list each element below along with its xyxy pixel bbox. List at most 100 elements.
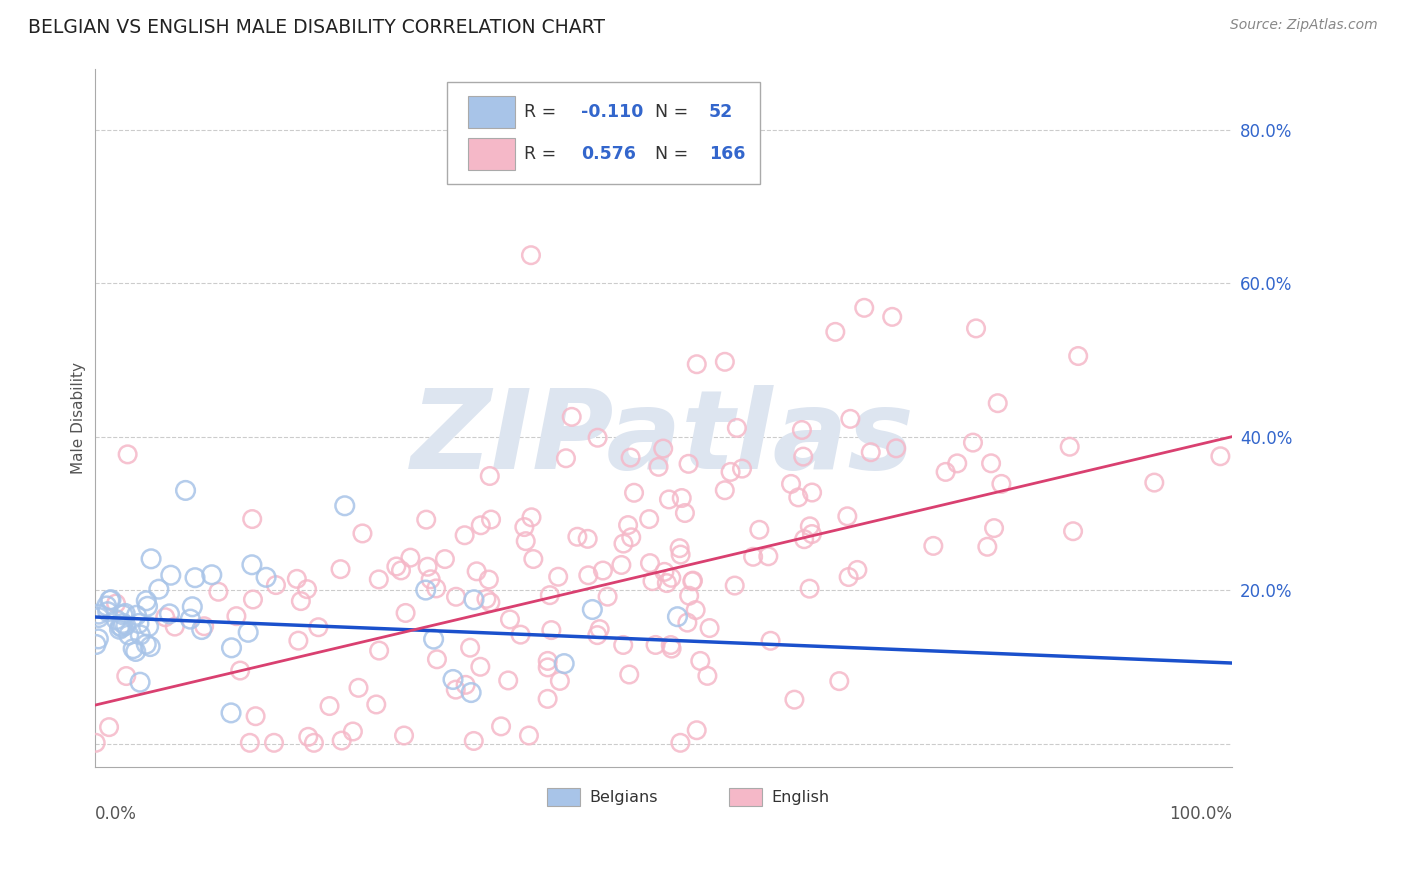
Point (644, 638, 666, 652)
Point (555, 451, 578, 466)
Point (302, 736, 325, 750)
Point (748, 523, 770, 537)
Point (201, 567, 224, 582)
Point (654, 565, 676, 579)
Point (537, 660, 560, 674)
Point (669, 548, 692, 562)
Point (114, 618, 136, 632)
Point (84, 638, 107, 652)
Point (641, 574, 664, 589)
Point (394, 606, 416, 620)
Point (479, 512, 502, 526)
Text: BELGIAN VS ENGLISH MALE DISABILITY CORRELATION CHART: BELGIAN VS ENGLISH MALE DISABILITY CORRE… (28, 18, 605, 37)
Point (98, 593, 121, 607)
Point (347, 681, 370, 695)
Point (470, 660, 492, 674)
Point (122, 641, 145, 656)
Point (368, 643, 391, 657)
Point (666, 609, 689, 624)
Point (193, 619, 215, 633)
Point (536, 691, 558, 706)
Point (135, 594, 157, 608)
Point (399, 550, 422, 565)
Point (922, 539, 945, 553)
Point (163, 619, 186, 633)
Point (342, 724, 364, 739)
Point (652, 442, 675, 456)
Text: ZIPatlas: ZIPatlas (412, 385, 915, 492)
Point (731, 461, 754, 475)
Point (586, 628, 609, 642)
Text: R =: R = (524, 145, 562, 163)
Point (620, 530, 643, 544)
Point (128, 616, 150, 631)
Point (509, 627, 531, 641)
Point (685, 603, 707, 617)
Point (111, 620, 134, 634)
Point (190, 623, 212, 637)
Text: N =: N = (655, 145, 695, 163)
Point (148, 582, 170, 597)
Point (87, 610, 110, 624)
Text: 0.576: 0.576 (581, 145, 636, 163)
Point (783, 692, 806, 706)
Point (110, 619, 132, 633)
Point (596, 590, 619, 604)
Point (589, 622, 612, 636)
FancyBboxPatch shape (447, 82, 759, 184)
Point (135, 637, 157, 651)
Point (742, 549, 765, 564)
Point (463, 734, 485, 748)
Point (853, 301, 876, 315)
Point (799, 582, 821, 596)
Point (513, 520, 536, 534)
Point (441, 673, 464, 687)
Point (207, 584, 229, 599)
Point (174, 483, 197, 498)
FancyBboxPatch shape (547, 789, 581, 806)
Point (139, 551, 162, 566)
Point (935, 465, 957, 479)
Point (240, 512, 263, 526)
Point (576, 568, 599, 582)
Point (612, 638, 634, 652)
Point (479, 595, 502, 609)
Point (681, 574, 703, 589)
Point (724, 578, 747, 592)
Point (470, 518, 492, 533)
Point (828, 674, 851, 689)
Point (522, 552, 544, 566)
FancyBboxPatch shape (468, 137, 516, 169)
Point (87, 632, 110, 646)
Point (240, 558, 263, 572)
Point (219, 706, 242, 720)
Point (444, 590, 467, 604)
Point (638, 512, 661, 526)
Point (586, 431, 609, 445)
Point (118, 628, 141, 642)
Point (720, 465, 742, 479)
Point (84, 736, 107, 750)
Point (983, 521, 1005, 535)
Point (1067, 349, 1090, 363)
Point (678, 457, 700, 471)
Point (610, 558, 633, 572)
Point (105, 597, 128, 611)
Point (689, 654, 711, 668)
Point (686, 357, 709, 371)
Point (581, 602, 603, 616)
Point (619, 667, 641, 681)
Text: English: English (772, 789, 830, 805)
Point (125, 644, 148, 658)
Point (668, 541, 690, 556)
Point (460, 685, 482, 699)
Point (617, 518, 640, 533)
Point (454, 678, 477, 692)
Point (553, 657, 575, 671)
Point (125, 608, 148, 623)
Point (520, 510, 543, 524)
Point (366, 698, 388, 712)
Point (352, 526, 374, 541)
FancyBboxPatch shape (468, 96, 516, 128)
Point (263, 736, 285, 750)
